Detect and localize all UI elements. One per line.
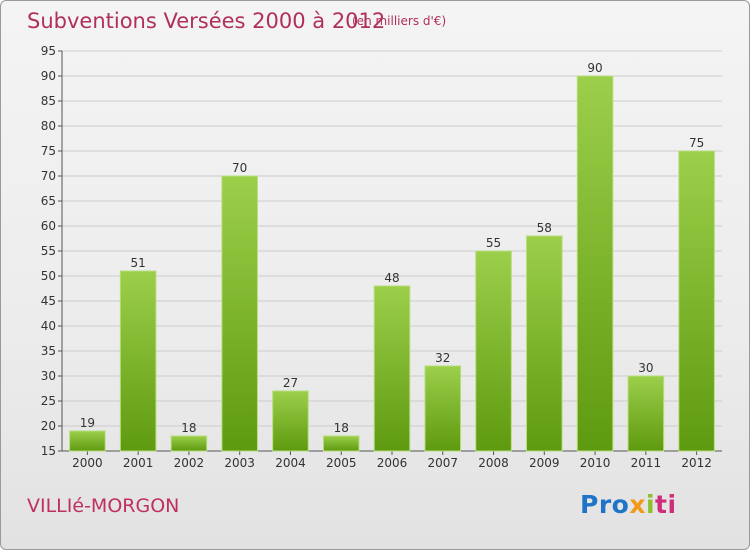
- y-tick-label: 25: [41, 394, 56, 408]
- bars: [69, 75, 715, 452]
- data-label-2000: 19: [80, 416, 95, 430]
- data-label-2003: 70: [232, 161, 247, 175]
- bar-2012: [678, 150, 715, 452]
- x-tick-label-2004: 2004: [275, 456, 306, 470]
- y-tick-label: 85: [41, 94, 56, 108]
- data-label-2008: 55: [486, 236, 501, 250]
- x-tick-label-2006: 2006: [377, 456, 408, 470]
- proxiti-logo: Proxiti: [580, 490, 677, 519]
- bar-2005: [322, 435, 360, 452]
- x-tick-label-2012: 2012: [681, 456, 712, 470]
- bar-2011: [627, 375, 665, 452]
- bar-2007: [424, 365, 462, 452]
- bar-2006: [373, 285, 411, 452]
- bar-2004: [272, 390, 309, 452]
- bar-2009: [526, 235, 563, 452]
- data-label-2009: 58: [537, 221, 552, 235]
- y-tick-label: 30: [41, 369, 56, 383]
- x-tick-label-2001: 2001: [123, 456, 154, 470]
- x-tick-label-2007: 2007: [427, 456, 458, 470]
- data-label-2005: 18: [334, 421, 349, 435]
- x-tick-label-2005: 2005: [326, 456, 357, 470]
- x-tick-label-2008: 2008: [478, 456, 509, 470]
- x-tick-label-2002: 2002: [174, 456, 205, 470]
- data-labels: 19 51 18 70 27 18 48 32 55 58 90 30 75: [80, 61, 705, 435]
- y-tick-label: 40: [41, 319, 56, 333]
- y-tick-label: 70: [41, 169, 56, 183]
- bar-2010: [576, 75, 614, 452]
- x-tick-label-2009: 2009: [529, 456, 560, 470]
- place-name: VILLIé-MORGON: [27, 495, 180, 517]
- y-tick-label: 35: [41, 344, 56, 358]
- y-tick-label: 75: [41, 144, 56, 158]
- y-tick-label: 90: [41, 69, 56, 83]
- bar-2003: [221, 175, 258, 452]
- data-label-2001: 51: [131, 256, 146, 270]
- y-tick-label: 45: [41, 294, 56, 308]
- bar-2008: [475, 250, 512, 452]
- bar-2000: [69, 430, 106, 452]
- chart-title: Subventions Versées 2000 à 2012: [27, 9, 386, 33]
- bar-2002: [170, 435, 208, 452]
- x-tick-label-2000: 2000: [72, 456, 103, 470]
- data-label-2004: 27: [283, 376, 298, 390]
- y-tick-label: 65: [41, 194, 56, 208]
- y-tick-label: 55: [41, 244, 56, 258]
- data-label-2007: 32: [435, 351, 450, 365]
- data-label-2006: 48: [384, 271, 399, 285]
- data-label-2002: 18: [181, 421, 196, 435]
- y-tick-label: 95: [41, 44, 56, 58]
- x-tick-label-2010: 2010: [580, 456, 611, 470]
- data-label-2010: 90: [587, 61, 602, 75]
- x-tick-label-2003: 2003: [224, 456, 255, 470]
- chart-subtitle: (en milliers d'€): [352, 14, 447, 28]
- data-label-2012: 75: [689, 136, 704, 150]
- y-tick-label: 60: [41, 219, 56, 233]
- bar-2001: [119, 270, 157, 452]
- data-label-2011: 30: [638, 361, 653, 375]
- y-tick-label: 50: [41, 269, 56, 283]
- x-tick-label-2011: 2011: [631, 456, 662, 470]
- y-tick-label: 20: [41, 419, 56, 433]
- y-tick-label: 15: [41, 444, 56, 458]
- y-tick-label: 80: [41, 119, 56, 133]
